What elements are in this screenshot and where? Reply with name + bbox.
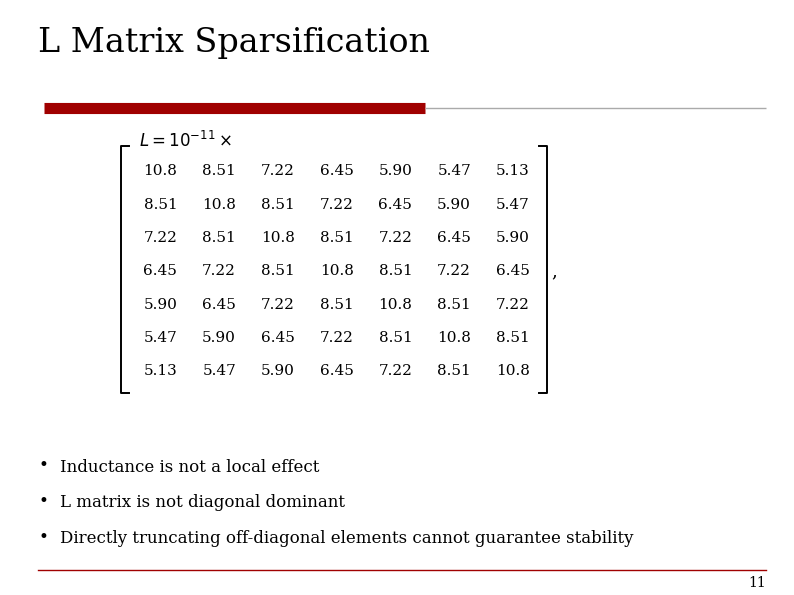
Text: 7.22: 7.22 [379,231,412,245]
Text: 6.45: 6.45 [437,231,471,245]
Text: Inductance is not a local effect: Inductance is not a local effect [60,459,320,475]
Text: 8.51: 8.51 [202,231,236,245]
Text: 5.90: 5.90 [261,364,295,378]
Text: 8.51: 8.51 [261,264,295,278]
Text: 10.8: 10.8 [437,331,471,345]
Text: 8.51: 8.51 [202,164,236,178]
Text: 6.45: 6.45 [496,264,530,278]
Text: L matrix is not diagonal dominant: L matrix is not diagonal dominant [60,494,345,511]
Text: 5.13: 5.13 [496,164,530,178]
Text: 10.8: 10.8 [202,198,236,212]
Text: 6.45: 6.45 [320,364,353,378]
Text: Directly truncating off-diagonal elements cannot guarantee stability: Directly truncating off-diagonal element… [60,530,634,547]
Text: 5.90: 5.90 [496,231,530,245]
Text: 7.22: 7.22 [320,331,353,345]
Text: 5.90: 5.90 [379,164,412,178]
Text: 8.51: 8.51 [437,298,471,312]
Text: 7.22: 7.22 [320,198,353,212]
Text: 6.45: 6.45 [320,164,353,178]
Text: 7.22: 7.22 [261,164,295,178]
Text: 8.51: 8.51 [320,231,353,245]
Text: 5.90: 5.90 [144,298,177,312]
Text: 5.90: 5.90 [437,198,471,212]
Text: 11: 11 [749,576,766,590]
Text: 5.47: 5.47 [144,331,177,345]
Text: 7.22: 7.22 [261,298,295,312]
Text: 7.22: 7.22 [144,231,177,245]
Text: 8.51: 8.51 [144,198,177,212]
Text: 5.90: 5.90 [202,331,236,345]
Text: 10.8: 10.8 [379,298,412,312]
Text: 6.45: 6.45 [144,264,177,278]
Text: 10.8: 10.8 [320,264,353,278]
Text: $L = 10^{-11} \times$: $L = 10^{-11} \times$ [139,131,232,151]
Text: 6.45: 6.45 [261,331,295,345]
Text: 8.51: 8.51 [437,364,471,378]
Text: 10.8: 10.8 [496,364,530,378]
Text: 10.8: 10.8 [144,164,177,178]
Text: 8.51: 8.51 [496,331,530,345]
Text: 5.47: 5.47 [437,164,471,178]
Text: •: • [38,493,48,510]
Text: L Matrix Sparsification: L Matrix Sparsification [38,27,430,59]
Text: 6.45: 6.45 [379,198,412,212]
Text: 5.47: 5.47 [202,364,236,378]
Text: 7.22: 7.22 [379,364,412,378]
Text: 8.51: 8.51 [379,264,412,278]
Text: 7.22: 7.22 [437,264,471,278]
Text: 5.13: 5.13 [144,364,177,378]
Text: 8.51: 8.51 [320,298,353,312]
Text: •: • [38,529,48,546]
Text: ,: , [552,262,557,280]
Text: 8.51: 8.51 [379,331,412,345]
Text: 7.22: 7.22 [202,264,236,278]
Text: 8.51: 8.51 [261,198,295,212]
Text: 7.22: 7.22 [496,298,530,312]
Text: •: • [38,458,48,474]
Text: 10.8: 10.8 [261,231,295,245]
Text: 5.47: 5.47 [496,198,530,212]
Text: 6.45: 6.45 [202,298,236,312]
